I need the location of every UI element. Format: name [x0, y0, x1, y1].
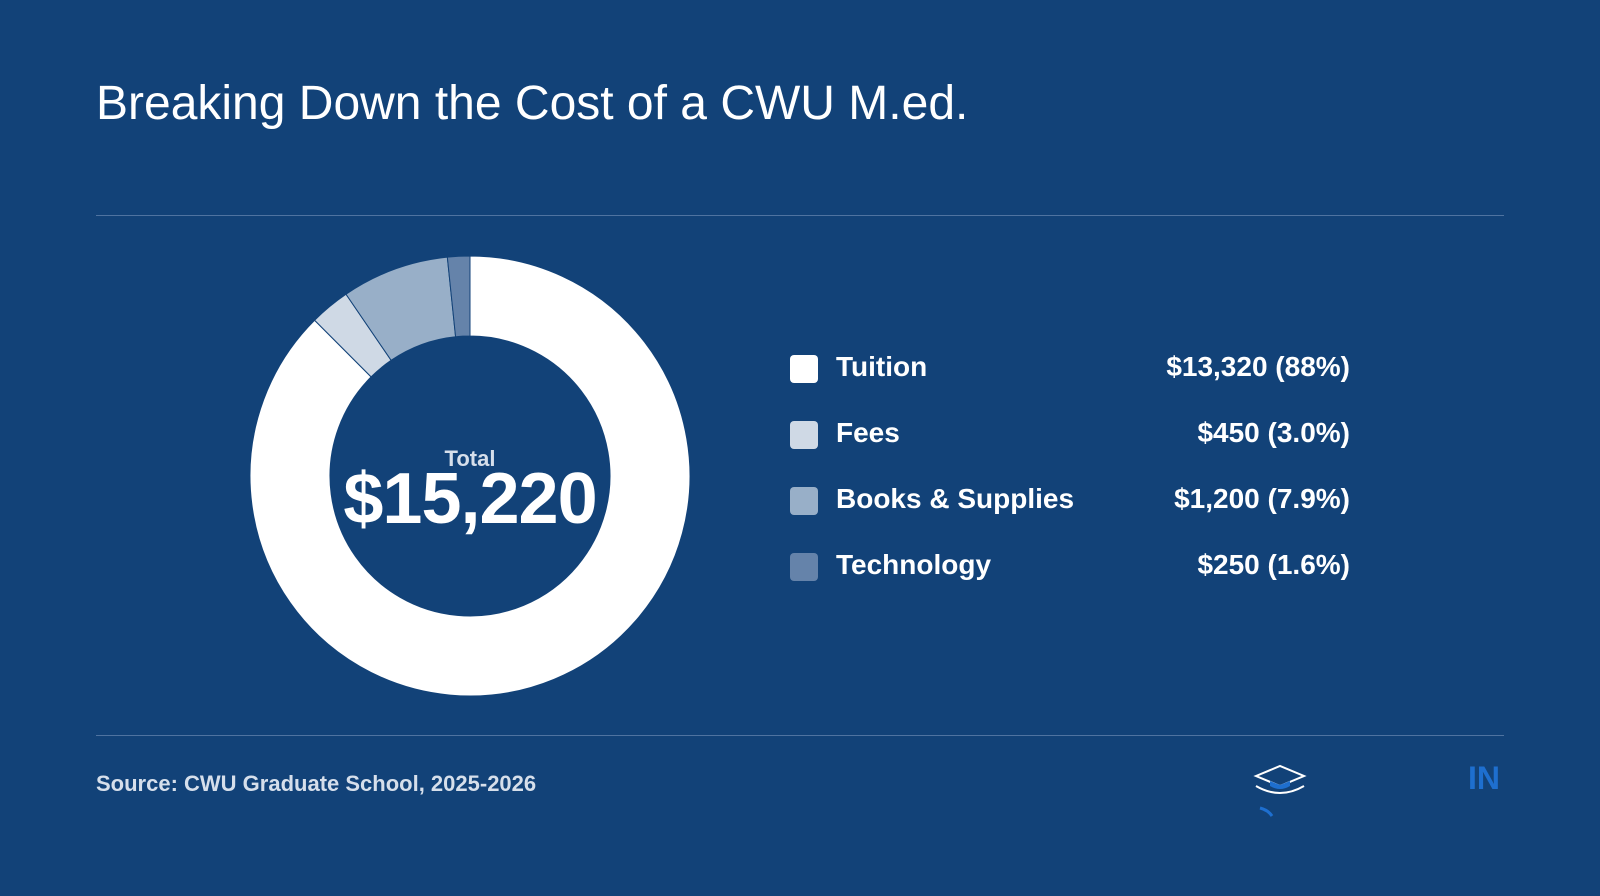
chart-legend: Tuition $13,320 (88%) Fees $450 (3.0%) B… — [790, 345, 1350, 609]
page-title: Breaking Down the Cost of a CWU M.ed. — [96, 77, 969, 130]
legend-label: Tuition — [836, 351, 928, 382]
legend-label: Technology — [836, 549, 992, 580]
legend-value: $450 (3.0%) — [1197, 417, 1350, 448]
legend-item-tuition: Tuition $13,320 (88%) — [790, 345, 1350, 411]
donut-center-label: Total — [444, 446, 496, 471]
legend-label: Books & Supplies — [836, 483, 1075, 514]
source-note: Source: CWU Graduate School, 2025-2026 — [96, 771, 537, 796]
legend-value: $250 (1.6%) — [1197, 549, 1350, 580]
bottom-divider — [96, 735, 1504, 736]
legend-swatch-technology — [790, 553, 818, 581]
legend-label: Fees — [836, 417, 900, 448]
legend-item-technology: Technology $250 (1.6%) — [790, 543, 1350, 609]
brand-logo-text: IN — [1468, 760, 1500, 796]
legend-value: $1,200 (7.9%) — [1174, 483, 1350, 514]
legend-swatch-books-supplies — [790, 487, 818, 515]
legend-swatch-tuition — [790, 355, 818, 383]
donut-center-total: $15,220 — [343, 459, 597, 539]
top-divider — [96, 215, 1504, 216]
donut-slice-technology — [446, 255, 471, 338]
graduation-cap-icon — [1253, 764, 1307, 817]
legend-item-fees: Fees $450 (3.0%) — [790, 411, 1350, 477]
legend-item-books-supplies: Books & Supplies $1,200 (7.9%) — [790, 477, 1350, 543]
legend-swatch-fees — [790, 421, 818, 449]
legend-value: $13,320 (88%) — [1166, 351, 1350, 382]
